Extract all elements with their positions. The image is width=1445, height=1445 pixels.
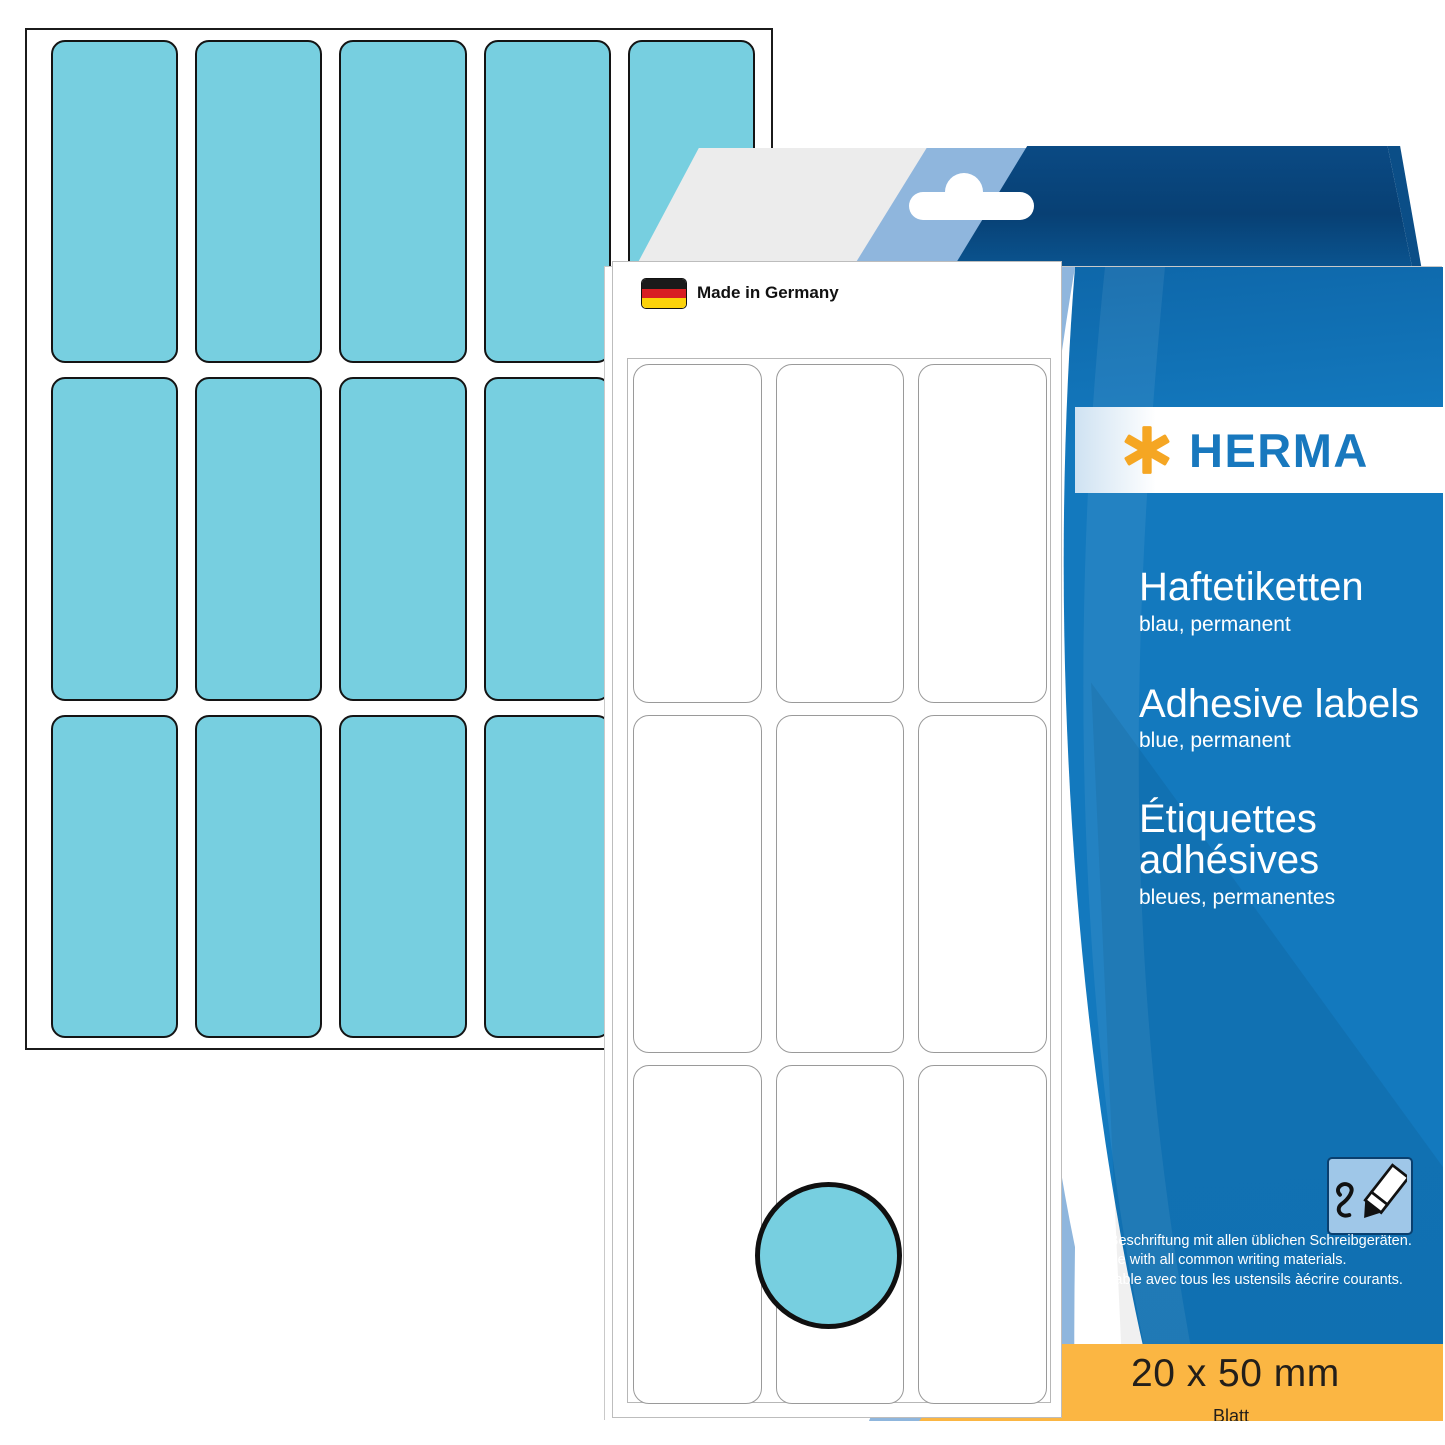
- pen-writing-icon: [1327, 1157, 1413, 1235]
- white-label: [775, 364, 905, 703]
- blue-label: [195, 377, 323, 701]
- product-subtitle-en: blue, permanent: [1139, 729, 1291, 753]
- product-title-en: Adhesive labels: [1139, 681, 1420, 726]
- product-title-fr-line2: adhésives: [1139, 838, 1320, 883]
- white-label: [633, 364, 762, 703]
- product-title-fr-line1: Étiquettes: [1139, 796, 1317, 841]
- asterisk-star-icon: [1124, 426, 1170, 474]
- blue-label: [51, 377, 179, 701]
- blue-label: [483, 377, 611, 701]
- white-label: [918, 714, 1047, 1054]
- spec-sheets-count: 32: [1075, 1418, 1195, 1421]
- usage-note-de: Zur Beschriftung mit allen üblichen Schr…: [1083, 1233, 1412, 1249]
- german-flag-icon: [641, 278, 687, 309]
- spec-size: 20 x 50 mm: [1131, 1352, 1340, 1395]
- package-header-card: [604, 138, 1442, 270]
- spec-sheets-row: 32 Blatt Sheets Feuilles: [1075, 1406, 1275, 1421]
- usage-note-fr: Utilisable avec tous les ustensils àécri…: [1083, 1271, 1403, 1288]
- euro-hang-hole-top: [945, 173, 983, 209]
- made-in-germany-label: Made in Germany: [697, 283, 839, 302]
- product-text-block: Haftetiketten blau, permanent Adhesive l…: [1139, 565, 1439, 911]
- blue-label: [339, 377, 467, 701]
- blue-label: [51, 40, 179, 364]
- product-subtitle-de: blau, permanent: [1139, 612, 1291, 636]
- white-label-grid: [633, 364, 1047, 1404]
- spec-sheets-words: Blatt Sheets Feuilles: [1213, 1406, 1275, 1421]
- white-label: [775, 714, 905, 1054]
- blue-label: [51, 714, 179, 1038]
- brand-name: HERMA: [1189, 423, 1369, 477]
- blue-label: [339, 40, 467, 364]
- orange-spec-panel: [1075, 1344, 1443, 1421]
- spec-block: 20 x 50 mm 32 Blatt Sheets Feuilles 480 …: [1075, 1344, 1443, 1421]
- product-title-de: Haftetiketten: [1139, 565, 1364, 609]
- white-label: [918, 1065, 1047, 1404]
- blue-label: [483, 40, 611, 364]
- color-swatch-circle: [755, 1182, 902, 1329]
- blue-label: [195, 714, 323, 1038]
- blue-label: [339, 714, 467, 1038]
- pen-writing-glyph: [1336, 1163, 1411, 1218]
- usage-note-block: Zur Beschriftung mit allen üblichen Schr…: [1083, 1232, 1433, 1290]
- spec-sheets-de: Blatt: [1213, 1406, 1250, 1421]
- blue-label: [483, 714, 611, 1038]
- white-label: [633, 714, 762, 1054]
- usage-note-en: To use with all common writing materials…: [1083, 1252, 1347, 1269]
- white-label: [918, 364, 1047, 703]
- blue-label: [195, 40, 323, 364]
- product-subtitle-fr: bleues, permanentes: [1139, 885, 1336, 909]
- white-label: [633, 1065, 762, 1404]
- brand-logo-band: HERMA: [1075, 407, 1443, 493]
